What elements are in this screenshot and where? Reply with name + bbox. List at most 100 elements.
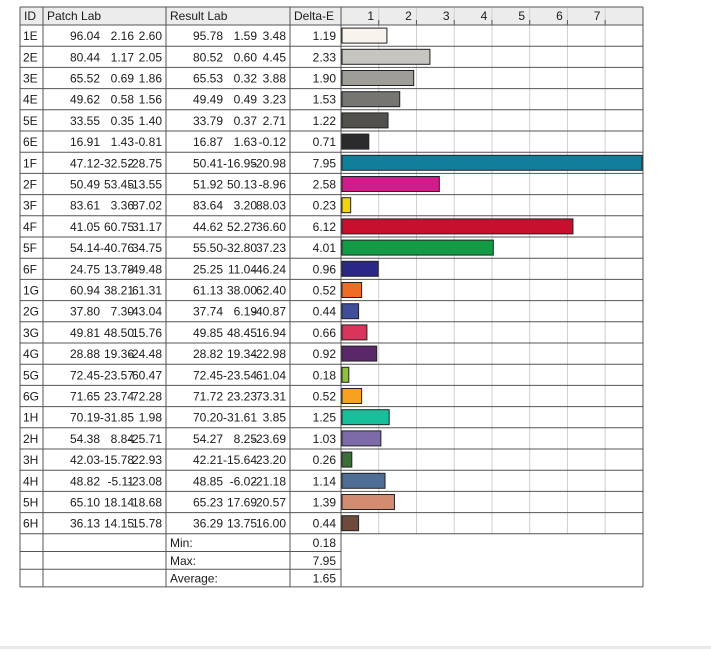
patch-lab-value: 47.12 <box>70 156 100 170</box>
result-lab-value: 72.45 <box>193 368 223 382</box>
row-id: 6E <box>23 135 38 149</box>
row-id: 1G <box>23 284 39 298</box>
result-lab-value: 37.23 <box>256 241 286 255</box>
result-lab-value: 3.20 <box>234 199 258 213</box>
patch-lab-value: -28.75 <box>128 156 162 170</box>
patch-lab-value: 14.15 <box>104 517 134 531</box>
delta-e-value: 1.22 <box>313 114 337 128</box>
delta-e-value: 0.71 <box>313 135 337 149</box>
patch-lab-value: 16.91 <box>70 135 100 149</box>
result-lab-value: 20.57 <box>256 496 286 510</box>
patch-lab-value: 7.30 <box>111 305 135 319</box>
delta-e-value: 0.18 <box>313 368 337 382</box>
row-id: 3E <box>23 72 38 86</box>
result-lab-value: 13.75 <box>227 517 257 531</box>
patch-lab-value: 1.56 <box>139 93 163 107</box>
patch-lab-value: 0.58 <box>111 93 135 107</box>
delta-e-bar <box>341 345 378 362</box>
result-lab-value: 6.19 <box>234 305 258 319</box>
patch-lab-value: 70.19 <box>70 411 100 425</box>
result-lab-value: 71.72 <box>193 390 223 404</box>
patch-lab-value: 1.98 <box>139 411 163 425</box>
result-lab-value: -8.96 <box>259 178 287 192</box>
row-id: 4G <box>23 347 39 361</box>
result-lab-value: 62.40 <box>256 284 286 298</box>
result-lab-value: 88.03 <box>256 199 286 213</box>
result-lab-value: -0.12 <box>259 135 287 149</box>
delta-e-bar <box>341 218 574 235</box>
delta-e-value: 4.01 <box>313 241 337 255</box>
row-id: 2H <box>23 432 38 446</box>
result-lab-value: 3.23 <box>263 93 287 107</box>
delta-e-value: 1.03 <box>313 432 337 446</box>
delta-e-bar <box>341 494 395 510</box>
x-tick-label: 4 <box>481 9 488 23</box>
patch-lab-value: 24.75 <box>70 262 100 276</box>
result-lab-value: -22.98 <box>252 347 286 361</box>
delta-e-bar <box>341 154 643 171</box>
result-lab-value: -23.54 <box>223 368 257 382</box>
result-lab-value: 52.27 <box>227 220 257 234</box>
result-lab-value: 0.37 <box>234 114 258 128</box>
patch-lab-value: 1.86 <box>139 72 163 86</box>
patch-lab-value: 54.14 <box>70 241 100 255</box>
result-lab-value: 73.31 <box>256 390 286 404</box>
patch-lab-value: 31.17 <box>132 220 162 234</box>
patch-lab-value: 65.52 <box>70 72 100 86</box>
x-tick-label: 7 <box>594 9 601 23</box>
result-lab-value: 23.20 <box>256 453 286 467</box>
result-lab-value: -40.87 <box>252 305 286 319</box>
row-id: 5G <box>23 368 39 382</box>
delta-e-value: 0.52 <box>313 390 337 404</box>
patch-lab-value: -32.52 <box>100 156 134 170</box>
row-id: 3G <box>23 326 39 340</box>
header-patch-lab: Patch Lab <box>47 9 101 23</box>
delta-e-value: 2.58 <box>313 178 337 192</box>
x-tick-label: 6 <box>556 9 563 23</box>
delta-e-bar <box>341 27 388 44</box>
x-tick-label: 5 <box>518 9 525 23</box>
patch-lab-value: 60.75 <box>104 220 134 234</box>
result-lab-value: -15.64 <box>223 453 257 467</box>
patch-lab-value: 80.44 <box>70 50 100 64</box>
result-lab-value: 11.04 <box>228 262 257 276</box>
result-lab-value: -31.61 <box>223 411 257 425</box>
patch-lab-value: 13.78 <box>104 262 134 276</box>
result-lab-value: 61.04 <box>256 368 286 382</box>
result-lab-value: 38.00 <box>227 284 257 298</box>
patch-lab-value: 71.65 <box>70 390 100 404</box>
delta-e-value: 1.19 <box>313 29 337 43</box>
row-id: 2F <box>23 178 37 192</box>
result-lab-value: 37.74 <box>193 305 223 319</box>
patch-lab-value: 0.69 <box>111 72 135 86</box>
result-lab-value: 83.64 <box>193 199 223 213</box>
patch-lab-value: -23.57 <box>100 368 134 382</box>
delta-e-bar <box>341 112 389 129</box>
patch-lab-value: 53.45 <box>104 178 134 192</box>
result-lab-value: 4.45 <box>263 50 287 64</box>
result-lab-value: 55.50 <box>193 241 223 255</box>
patch-lab-value: 50.49 <box>70 178 100 192</box>
row-id: 3H <box>23 453 38 467</box>
patch-lab-value: 19.36 <box>104 347 134 361</box>
patch-lab-value: 15.78 <box>132 517 162 531</box>
result-lab-value: -32.80 <box>223 241 257 255</box>
patch-lab-value: 28.88 <box>70 347 100 361</box>
delta-e-value: 1.14 <box>313 474 337 488</box>
patch-lab-value: -13.55 <box>128 178 162 192</box>
header-delta-e: Delta-E <box>294 9 334 23</box>
patch-lab-value: -24.48 <box>128 347 162 361</box>
result-lab-value: 1.63 <box>234 135 258 149</box>
x-tick-label: 1 <box>367 9 374 23</box>
summary-label: Average: <box>170 572 218 586</box>
x-tick-label: 3 <box>443 9 450 23</box>
patch-lab-value: 2.60 <box>139 29 163 43</box>
patch-lab-value: -43.04 <box>128 305 162 319</box>
summary-label: Min: <box>170 536 193 550</box>
delta-e-value: 0.96 <box>313 262 337 276</box>
row-id: 5E <box>23 114 38 128</box>
result-lab-value: 16.94 <box>256 326 286 340</box>
patch-lab-value: -40.76 <box>100 241 134 255</box>
delta-e-value: 0.44 <box>313 517 337 531</box>
delta-e-value: 0.44 <box>313 305 337 319</box>
